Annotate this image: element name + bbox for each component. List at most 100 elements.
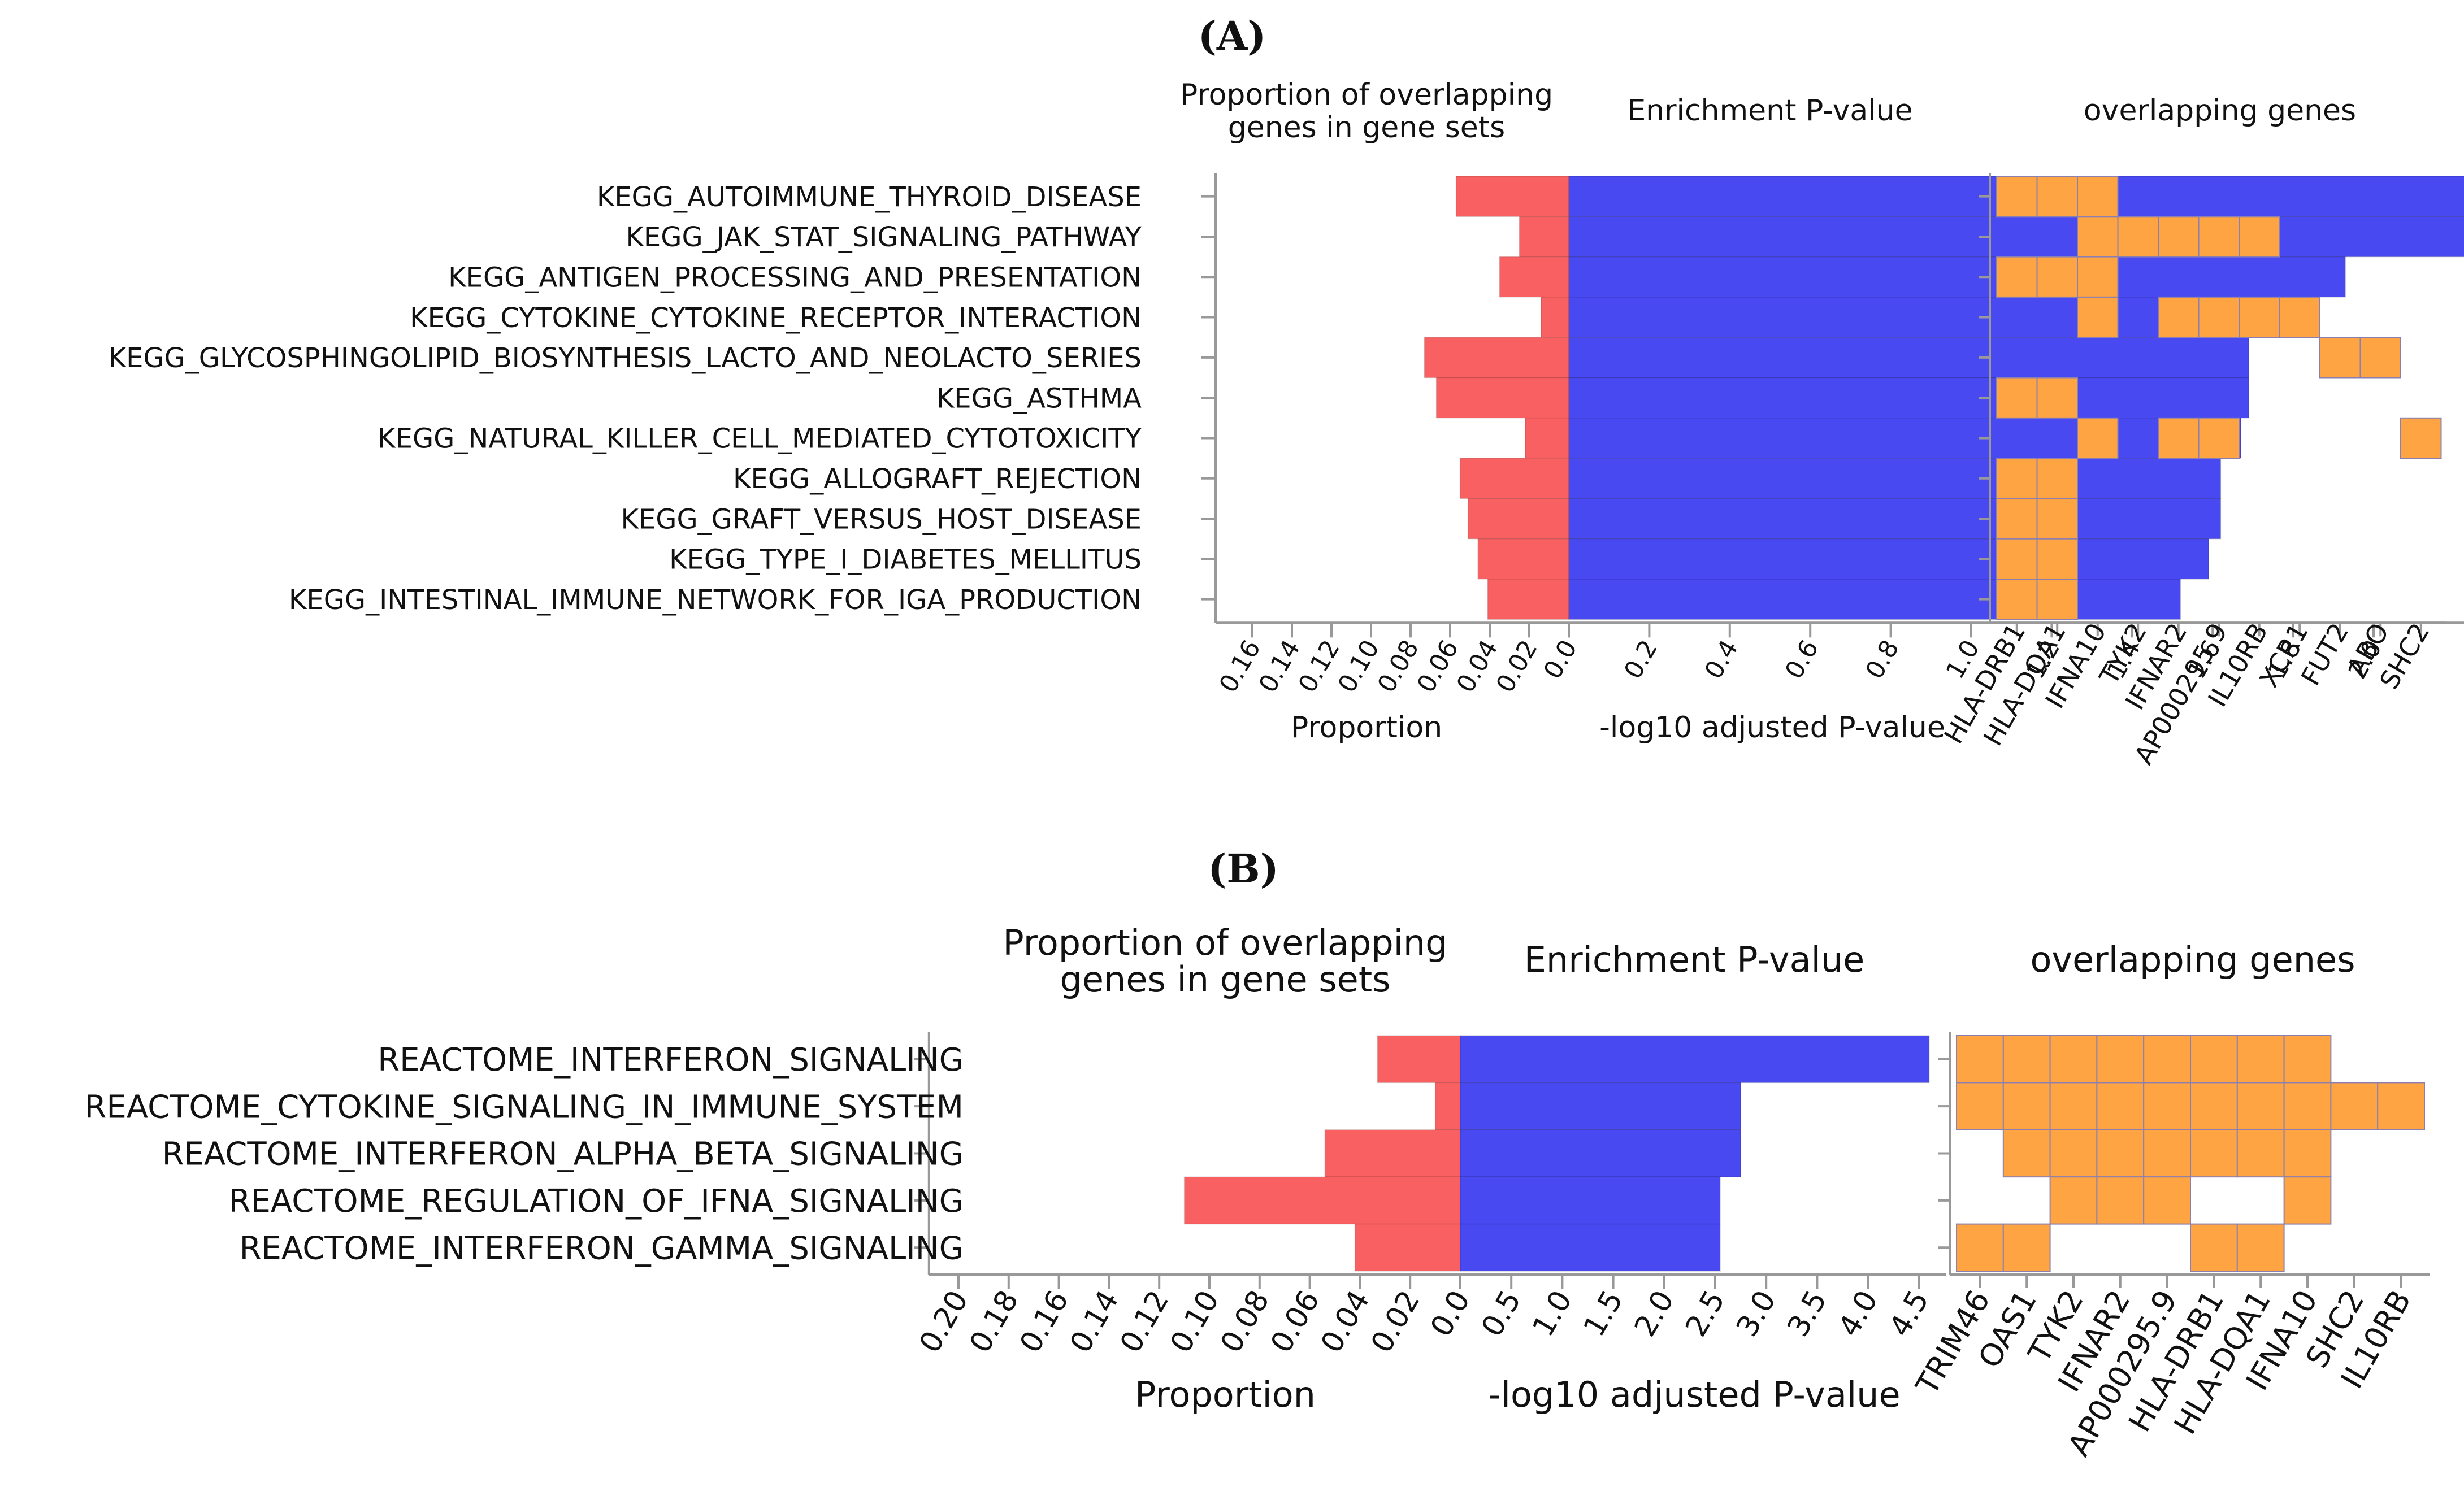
gene-cell [2283, 1035, 2332, 1084]
category-label: KEGG_ALLOGRAFT_REJECTION [733, 463, 1142, 495]
proportion-tick-label: 0.04 [1451, 635, 1504, 697]
gene-cell [1996, 538, 2038, 580]
genes-title: overlapping genes [2030, 939, 2355, 980]
proportion-tick-label: 0.12 [1114, 1285, 1176, 1359]
gene-cell [2198, 216, 2240, 258]
panel-label: (B) [1208, 845, 1278, 892]
gene-cell [2002, 1223, 2051, 1272]
category-label: KEGG_GLYCOSPHINGOLIPID_BIOSYNTHESIS_LACT… [109, 342, 1142, 374]
proportion-bar [1434, 1082, 1461, 1130]
enrichment-tick-label: 0.0 [1424, 1285, 1477, 1343]
gene-cell [2077, 216, 2119, 258]
proportion-tick-label: 0.08 [1214, 1285, 1276, 1359]
category-label: REACTOME_INTERFERON_SIGNALING [378, 1042, 964, 1079]
enrichment-tick-label: 0.8 [1860, 635, 1905, 684]
proportion-tick-label: 0.14 [1253, 635, 1306, 697]
category-label: KEGG_INTESTINAL_IMMUNE_NETWORK_FOR_IGA_P… [289, 584, 1142, 616]
proportion-tick-label: 0.04 [1315, 1285, 1377, 1359]
proportion-tick-label: 0.20 [913, 1285, 975, 1359]
enrichment-tick-label: 1.0 [1526, 1285, 1579, 1343]
enrichment-tick-label: 4.5 [1883, 1285, 1936, 1343]
gene-cell [2096, 1129, 2145, 1178]
enrichment-tick-label: 0.2 [1619, 635, 1663, 684]
gene-cell [2036, 377, 2078, 419]
proportion-title-line2: genes in gene sets [1060, 959, 1391, 1000]
enrichment-tick-label: 3.0 [1730, 1285, 1782, 1343]
proportion-bar [1459, 458, 1569, 499]
proportion-bar [1499, 256, 1569, 298]
gene-cell [2049, 1082, 2098, 1130]
gene-cell [2096, 1035, 2145, 1084]
proportion-tick-label: 0.14 [1064, 1285, 1126, 1359]
gene-cell [2330, 1082, 2379, 1130]
enrichment-tick-label: 2.0 [1628, 1285, 1681, 1343]
proportion-bar [1377, 1035, 1461, 1084]
gene-cell [2236, 1129, 2285, 1178]
category-label: REACTOME_INTERFERON_GAMMA_SIGNALING [240, 1230, 964, 1267]
proportion-title-line1: Proportion of overlapping [1180, 78, 1553, 112]
enrichment-bar [1568, 498, 2222, 540]
gene-cell [1956, 1223, 2004, 1272]
proportion-bar [1424, 337, 1569, 379]
category-label: KEGG_AUTOIMMUNE_THYROID_DISEASE [597, 181, 1142, 213]
gene-cell [2236, 1035, 2285, 1084]
gene-cell [2143, 1129, 2191, 1178]
proportion-tick-label: 0.06 [1264, 1285, 1326, 1359]
proportion-tick-label: 0.10 [1164, 1285, 1226, 1359]
proportion-bar [1519, 216, 1569, 258]
enrichment-tick-label: 0.4 [1699, 635, 1744, 684]
enrichment-bar [1568, 256, 2346, 298]
enrichment-bar [1568, 216, 2464, 258]
gene-cell [2236, 1082, 2285, 1130]
gene-cell [1956, 1035, 2004, 1084]
category-label: KEGG_CYTOKINE_CYTOKINE_RECEPTOR_INTERACT… [410, 302, 1142, 334]
category-label: KEGG_TYPE_I_DIABETES_MELLITUS [669, 544, 1142, 576]
enrichment-tick-label: 0.5 [1475, 1285, 1528, 1343]
category-label: KEGG_ANTIGEN_PROCESSING_AND_PRESENTATION [448, 262, 1142, 294]
gene-cell [2036, 458, 2078, 499]
gene-cell [2400, 417, 2442, 459]
gene-cell [2283, 1082, 2332, 1130]
enrichment-title: Enrichment P-value [1627, 94, 1912, 128]
gene-cell [2158, 417, 2200, 459]
gene-cell [2143, 1035, 2191, 1084]
enrichment-bar [1460, 1035, 1930, 1084]
gene-cell [2036, 256, 2078, 298]
gene-cell [2283, 1129, 2332, 1178]
gene-cell [2236, 1223, 2285, 1272]
proportion-bar [1435, 377, 1569, 419]
proportion-bar [1324, 1129, 1461, 1177]
gene-cell [1996, 176, 2038, 218]
proportion-bar [1525, 418, 1569, 459]
proportion-tick-label: 0.06 [1412, 635, 1464, 697]
enrichment-title: Enrichment P-value [1524, 939, 1865, 980]
proportion-tick-label: 0.12 [1293, 635, 1346, 697]
category-label: KEGG_JAK_STAT_SIGNALING_PATHWAY [626, 221, 1142, 253]
gene-cell [2096, 1176, 2145, 1225]
enrichment-bar [1568, 337, 2250, 379]
gene-cell [2077, 176, 2119, 218]
gene-cell [2036, 176, 2078, 218]
gene-cell [2279, 296, 2320, 338]
category-label: REACTOME_REGULATION_OF_IFNA_SIGNALING [229, 1183, 964, 1220]
enrichment-tick-label: 1.5 [1577, 1285, 1630, 1343]
proportion-axis-label: Proportion [1291, 711, 1442, 745]
gene-cell [2077, 296, 2119, 338]
enrichment-bar [1460, 1082, 1741, 1130]
proportion-tick-label: 0.10 [1333, 635, 1385, 697]
category-label: KEGG_NATURAL_KILLER_CELL_MEDIATED_CYTOTO… [378, 423, 1142, 455]
gene-cell [2077, 417, 2119, 459]
proportion-tick-label: 0.02 [1365, 1285, 1427, 1359]
enrichment-bar [1568, 377, 2250, 419]
enrichment-tick-label: 2.5 [1679, 1285, 1732, 1343]
gene-cell [1996, 458, 2038, 499]
enrichment-bar [1460, 1129, 1741, 1177]
proportion-axis-label: Proportion [1135, 1374, 1316, 1415]
gene-cell [2036, 579, 2078, 620]
enrichment-tick-label: 0.0 [1538, 635, 1583, 684]
enrichment-bar [1568, 458, 2222, 499]
gene-cell [2002, 1082, 2051, 1130]
proportion-bar [1354, 1223, 1461, 1272]
